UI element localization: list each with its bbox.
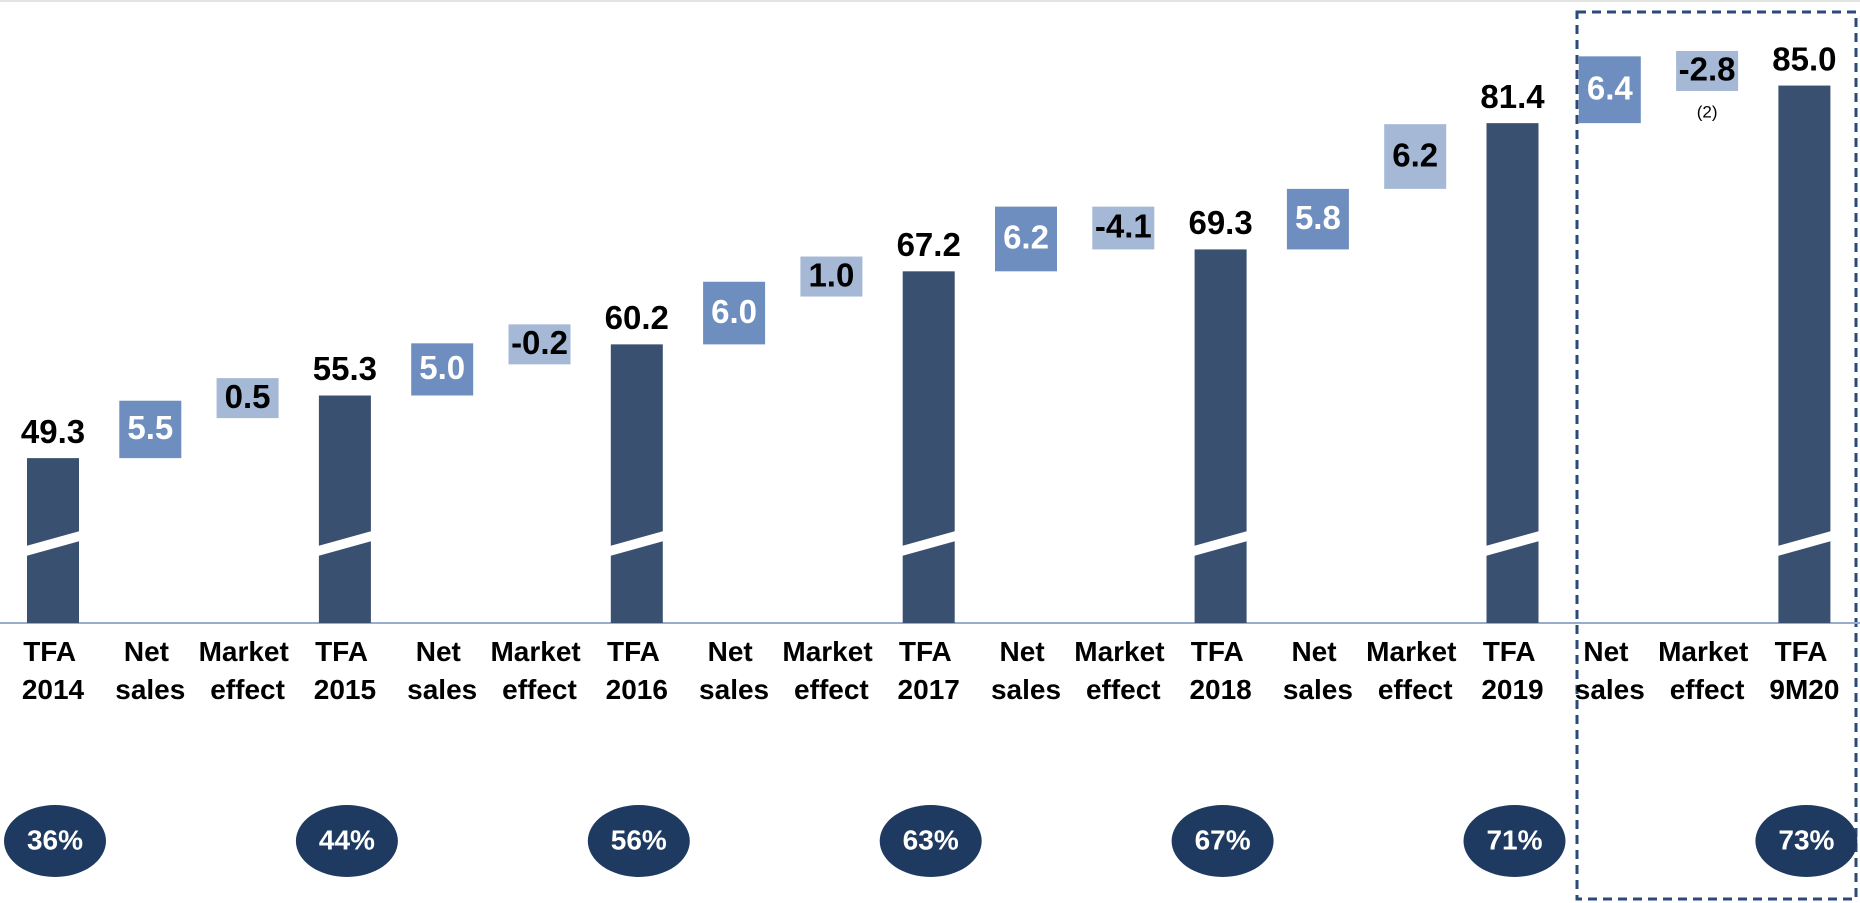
total-bar	[318, 395, 371, 623]
x-tick-label: Net sales	[1575, 636, 1645, 705]
x-tick-label: Net sales	[407, 636, 477, 705]
axis-break	[26, 531, 80, 556]
delta-bar	[508, 324, 571, 365]
axis-break	[1193, 531, 1248, 556]
x-tick-label: Market effect	[1366, 636, 1464, 705]
total-bar	[1778, 85, 1831, 624]
x-tick-label: TFA 2018	[1189, 636, 1251, 705]
value-label: 6.0	[711, 293, 757, 330]
delta-bar	[119, 400, 182, 459]
share-badge	[1171, 805, 1274, 877]
total-bar	[1194, 249, 1247, 624]
share-label: 71%	[1486, 824, 1542, 855]
x-tick-label: Market effect	[1074, 636, 1172, 705]
axis-break	[1777, 531, 1832, 556]
value-label: 81.4	[1480, 78, 1545, 115]
x-tick-label: TFA 2016	[606, 636, 668, 705]
share-badge	[1755, 805, 1858, 877]
delta-bar	[800, 256, 863, 297]
value-label: 55.3	[313, 350, 377, 387]
x-tick-label: TFA 2017	[898, 636, 960, 705]
x-tick-label: TFA 2014	[22, 636, 85, 705]
x-tick-label: TFA 2015	[314, 636, 376, 705]
delta-bar	[216, 378, 279, 419]
delta-bar	[1676, 50, 1739, 91]
footnote-marker: (2)	[1697, 102, 1718, 121]
share-label: 36%	[27, 824, 83, 855]
total-bar	[610, 344, 663, 623]
value-label: 5.8	[1295, 199, 1341, 236]
delta-bar	[1092, 206, 1155, 250]
value-label: 6.2	[1392, 136, 1438, 173]
value-label: -4.1	[1095, 208, 1152, 245]
value-label: 6.2	[1003, 219, 1049, 256]
x-tick-label: Market effect	[199, 636, 297, 705]
axis-break	[609, 531, 664, 556]
x-tick-label: Net sales	[1283, 636, 1353, 705]
value-label: 5.0	[419, 349, 465, 386]
value-label: 60.2	[605, 299, 669, 336]
share-badge	[587, 805, 690, 877]
delta-bar	[703, 281, 766, 345]
value-label: 1.0	[808, 256, 854, 293]
value-label: 69.3	[1188, 204, 1252, 241]
value-label: -0.2	[511, 324, 568, 361]
x-tick-label: Net sales	[991, 636, 1061, 705]
value-label: 85.0	[1772, 40, 1836, 77]
x-tick-label: Market effect	[490, 636, 588, 705]
value-label: 6.4	[1587, 69, 1634, 106]
x-tick-label: Net sales	[699, 636, 769, 705]
x-tick-label: Net sales	[115, 636, 185, 705]
value-label: 0.5	[225, 378, 271, 415]
share-label: 73%	[1778, 824, 1834, 855]
axis-break	[901, 531, 956, 556]
axis-break	[1485, 531, 1540, 556]
share-badge	[295, 805, 398, 877]
x-tick-label: Market effect	[1658, 636, 1756, 705]
delta-bar	[995, 206, 1057, 272]
share-label: 44%	[319, 824, 375, 855]
highlight-box	[1575, 10, 1858, 901]
total-bar	[902, 271, 955, 623]
x-tick-label: Market effect	[782, 636, 880, 705]
x-tick-label: TFA 9M20	[1769, 636, 1839, 705]
delta-bar	[411, 343, 474, 396]
axis-break	[317, 531, 372, 556]
share-label: 56%	[611, 824, 667, 855]
share-badge	[4, 805, 106, 877]
delta-bar	[1578, 56, 1641, 124]
share-label: 67%	[1195, 824, 1251, 855]
delta-bar	[1384, 124, 1447, 189]
x-tick-label: TFA 2019	[1481, 636, 1543, 705]
value-label: -2.8	[1679, 51, 1736, 88]
value-label: 67.2	[897, 226, 961, 263]
share-badge	[1463, 805, 1566, 877]
share-label: 63%	[903, 824, 959, 855]
share-badge	[879, 805, 982, 877]
value-label: 49.3	[21, 413, 85, 450]
delta-bar	[1286, 188, 1349, 250]
value-label: 5.5	[127, 409, 173, 446]
